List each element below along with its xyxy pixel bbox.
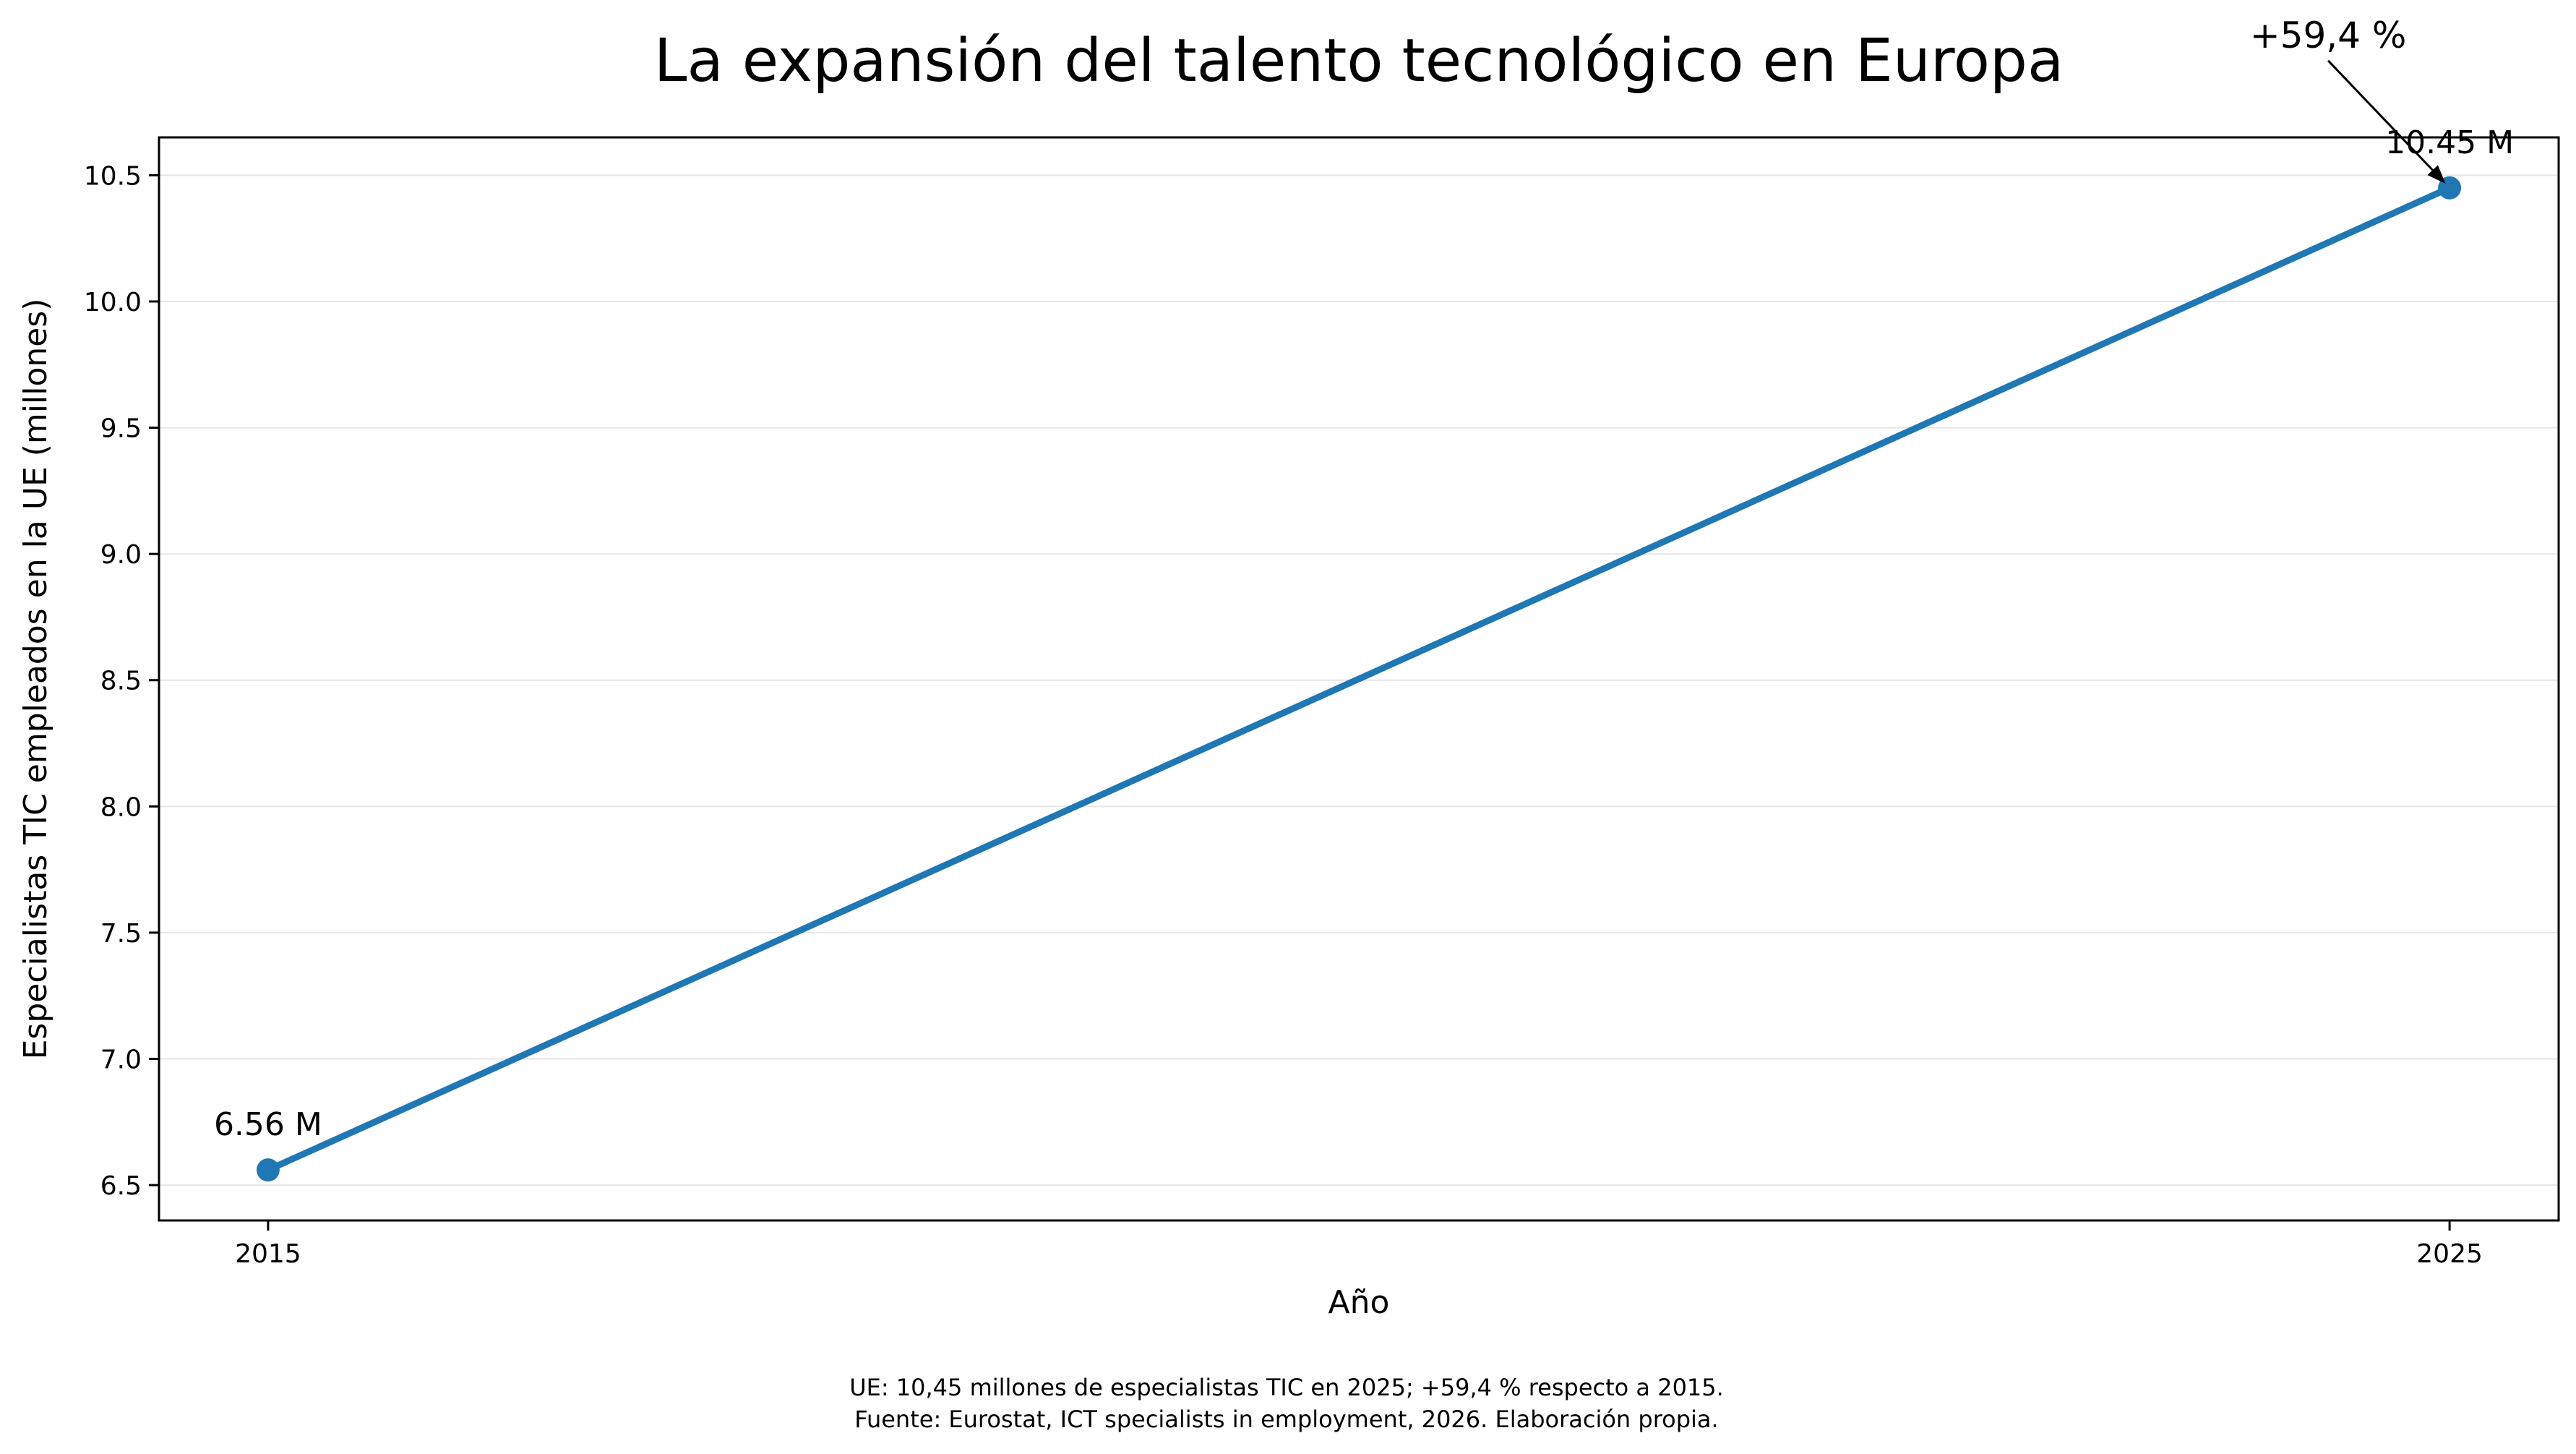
- data-point: [256, 1158, 280, 1182]
- annotation-arrow-head: [2427, 165, 2446, 184]
- y-tick-label: 10.0: [84, 288, 142, 317]
- annotation-arrow-line: [2327, 59, 2434, 171]
- y-tick-label: 9.5: [100, 414, 142, 444]
- y-axis-label: Especialistas TIC empleados en la UE (mi…: [17, 299, 54, 1060]
- chart-title: La expansión del talento tecnológico en …: [654, 27, 2064, 95]
- series-line: [265, 184, 2453, 1173]
- y-tick-label: 7.5: [100, 919, 142, 949]
- data-label: 6.56 M: [214, 1106, 322, 1143]
- x-axis-ticks: 2015 2025: [235, 1220, 2483, 1269]
- y-tick-label: 9.0: [100, 540, 142, 570]
- y-tick-label: 10.5: [84, 161, 142, 191]
- footnote-line-2: Fuente: Eurostat, ICT specialists in emp…: [854, 1406, 1718, 1433]
- x-tick-label: 2015: [235, 1239, 301, 1269]
- x-tick-label: 2025: [2416, 1239, 2483, 1269]
- y-axis-ticks: 6.5 7.0 7.5 8.0 8.5 9.0 9.5 10.0 10.5: [84, 161, 159, 1201]
- annotation-text: +59,4 %: [2250, 14, 2407, 56]
- data-label: 10.45 M: [2385, 124, 2514, 161]
- y-tick-label: 8.5: [100, 667, 142, 696]
- y-tick-label: 8.0: [100, 792, 142, 822]
- y-tick-label: 6.5: [100, 1171, 142, 1201]
- plot-frame: [158, 136, 2560, 1222]
- footnote-line-1: UE: 10,45 millones de especialistas TIC …: [849, 1374, 1724, 1401]
- data-labels: 6.56 M 10.45 M: [214, 124, 2514, 1143]
- x-axis-label: Año: [1328, 1284, 1390, 1321]
- annotation: +59,4 %: [2250, 14, 2446, 184]
- y-tick-label: 7.0: [100, 1045, 142, 1075]
